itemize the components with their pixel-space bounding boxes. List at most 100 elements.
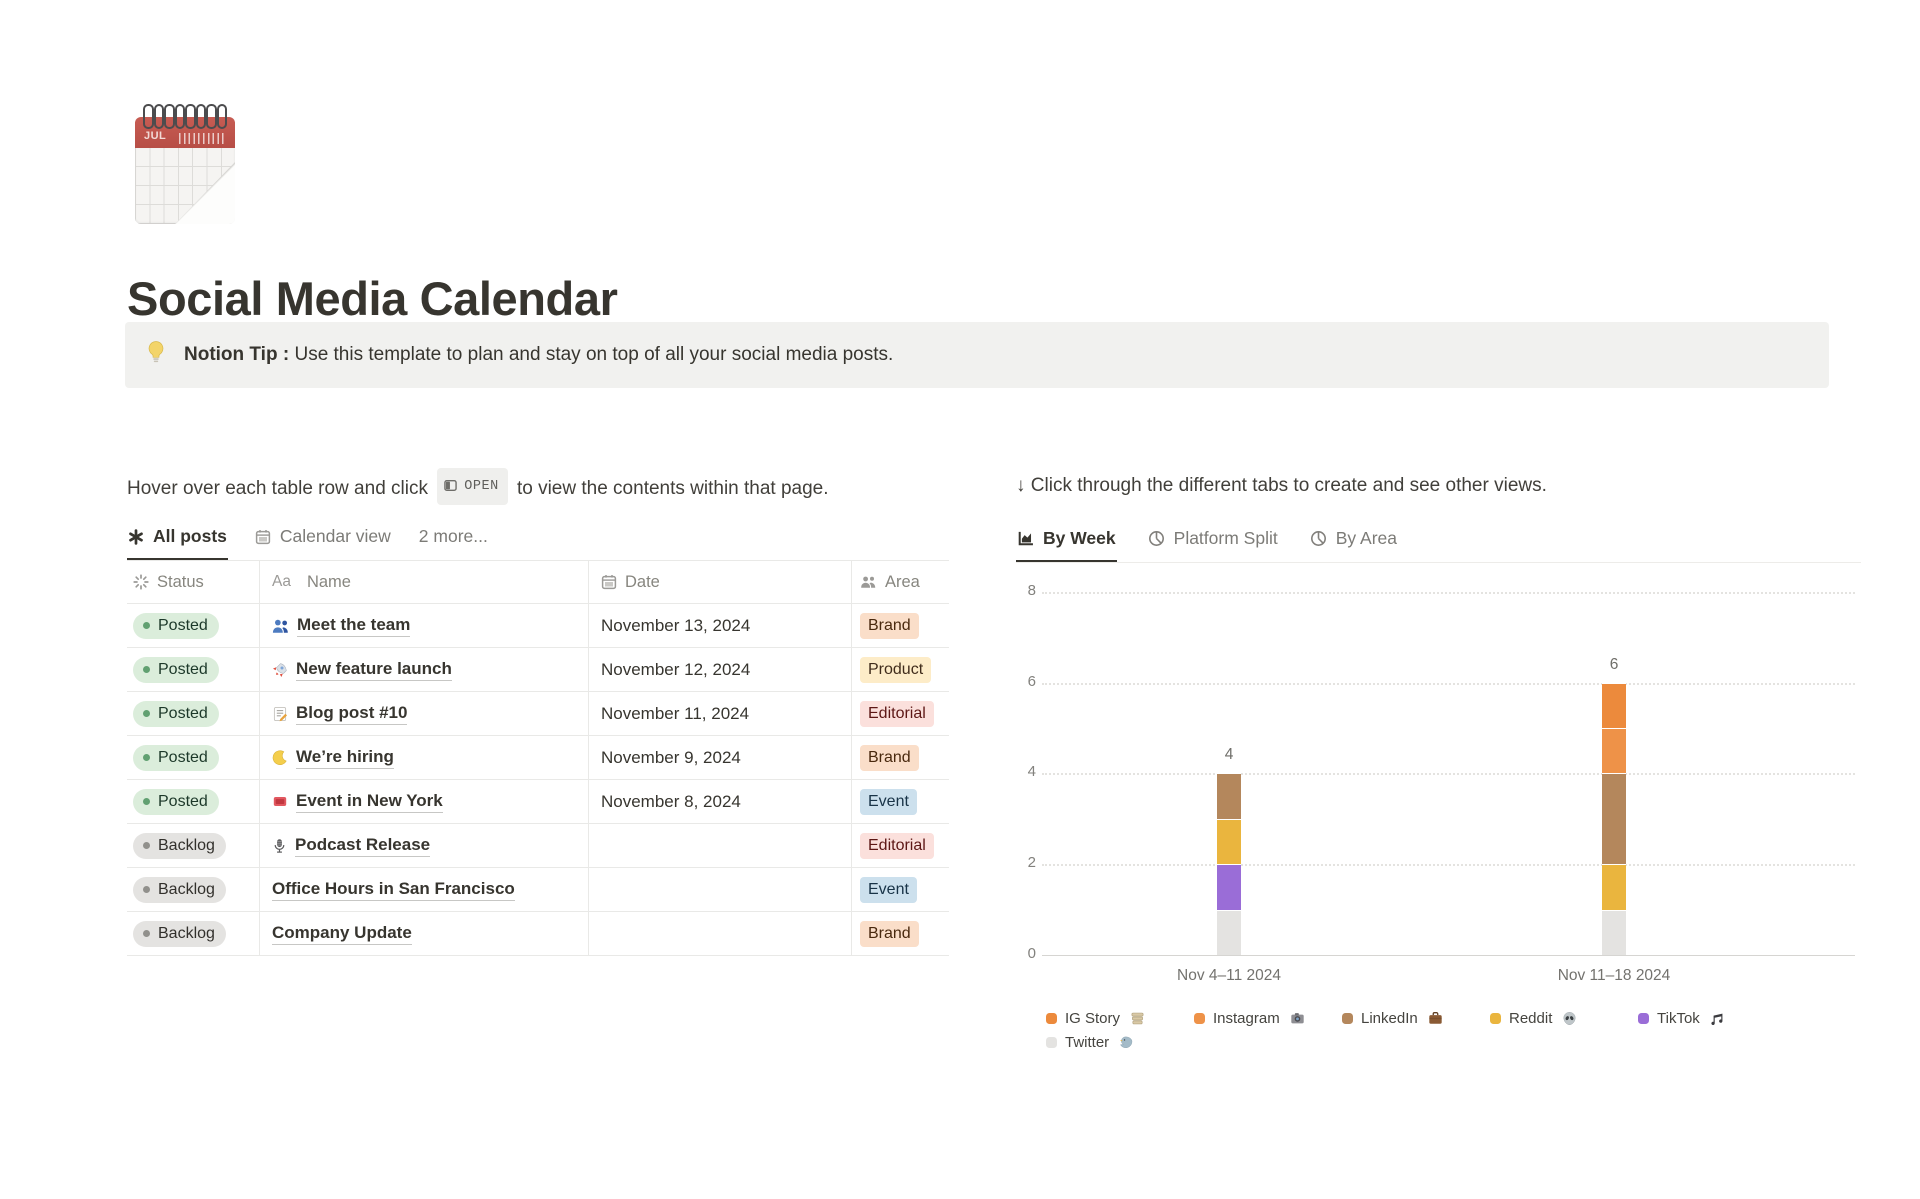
- date-cell[interactable]: [588, 824, 851, 867]
- status-cell[interactable]: Backlog: [127, 912, 259, 955]
- status-cell[interactable]: Posted: [127, 604, 259, 647]
- tab-by-week[interactable]: By Week: [1016, 522, 1117, 562]
- area-cell[interactable]: Editorial: [851, 824, 949, 867]
- tab-calendar-view[interactable]: Calendar view: [254, 520, 392, 560]
- page-link[interactable]: Company Update: [272, 923, 412, 945]
- table-row[interactable]: Posted Event in New York November 8, 2024 E…: [127, 780, 949, 824]
- page-link[interactable]: We’re hiring: [272, 747, 394, 769]
- page-link[interactable]: Office Hours in San Francisco: [272, 879, 515, 901]
- page-title: Social Media Calendar: [127, 272, 618, 326]
- page-title-text: Blog post #10: [296, 703, 408, 725]
- calendar-icon: [601, 574, 617, 590]
- name-cell[interactable]: Meet the team: [259, 604, 588, 647]
- table-row[interactable]: Backlog Company Update Brand: [127, 912, 949, 956]
- right-instruction: ↓ Click through the different tabs to cr…: [1016, 475, 1547, 496]
- calendar-icon-ticks: [179, 133, 227, 144]
- y-tick-label: 6: [1027, 672, 1036, 690]
- area-tag: Event: [860, 876, 917, 903]
- bar-total-label: 4: [1224, 746, 1234, 764]
- tab-all-posts[interactable]: All posts: [127, 520, 228, 560]
- page-title-text: Company Update: [272, 923, 412, 945]
- date-cell[interactable]: November 13, 2024: [588, 604, 851, 647]
- name-cell[interactable]: Office Hours in San Francisco: [259, 868, 588, 911]
- gridline: [1042, 682, 1855, 685]
- name-cell[interactable]: Blog post #10: [259, 692, 588, 735]
- legend-item[interactable]: IG Story: [1046, 1010, 1194, 1027]
- legend-swatch: [1490, 1013, 1501, 1024]
- bar-segment: [1217, 909, 1241, 955]
- date-cell[interactable]: November 11, 2024: [588, 692, 851, 735]
- date-cell[interactable]: November 9, 2024: [588, 736, 851, 779]
- column-header-status[interactable]: Status: [127, 561, 259, 603]
- area-cell[interactable]: Editorial: [851, 692, 949, 735]
- area-cell[interactable]: Event: [851, 868, 949, 911]
- pie-chart-icon: [1310, 530, 1327, 547]
- people-icon: [860, 574, 877, 590]
- legend-item[interactable]: LinkedIn: [1342, 1010, 1490, 1027]
- status-cell[interactable]: Posted: [127, 736, 259, 779]
- legend-item[interactable]: Twitter: [1046, 1034, 1194, 1051]
- status-label: Backlog: [158, 880, 215, 898]
- area-cell[interactable]: Brand: [851, 604, 949, 647]
- page-link[interactable]: Podcast Release: [272, 835, 431, 857]
- status-cell[interactable]: Backlog: [127, 868, 259, 911]
- posts-table: Status Aa Name Date Area Posted Meet the …: [127, 560, 949, 956]
- gridline: [1042, 773, 1855, 776]
- status-cell[interactable]: Backlog: [127, 824, 259, 867]
- area-cell[interactable]: Brand: [851, 736, 949, 779]
- table-row[interactable]: Backlog Office Hours in San Francisco Even…: [127, 868, 949, 912]
- area-cell[interactable]: Brand: [851, 912, 949, 955]
- legend-item[interactable]: Instagram: [1194, 1010, 1342, 1027]
- column-header-area[interactable]: Area: [851, 561, 949, 603]
- table-row[interactable]: Posted Blog post #10 November 11, 2024 Edit…: [127, 692, 949, 736]
- legend-swatch: [1194, 1013, 1205, 1024]
- bar-segment: [1602, 728, 1626, 774]
- page-icon-spiral-calendar[interactable]: JUL: [135, 104, 235, 224]
- name-cell[interactable]: Event in New York: [259, 780, 588, 823]
- calendar-icon: [255, 529, 271, 545]
- tab-by-area[interactable]: By Area: [1309, 522, 1398, 562]
- name-cell[interactable]: We’re hiring: [259, 736, 588, 779]
- name-cell[interactable]: New feature launch: [259, 648, 588, 691]
- x-tick-label: Nov 11–18 2024: [1557, 967, 1671, 984]
- table-row[interactable]: Posted Meet the team November 13, 2024 Bran…: [127, 604, 949, 648]
- page-title-text: Meet the team: [297, 615, 411, 637]
- column-header-name[interactable]: Aa Name: [259, 561, 588, 603]
- date-cell[interactable]: November 8, 2024: [588, 780, 851, 823]
- status-cell[interactable]: Posted: [127, 780, 259, 823]
- table-row[interactable]: Posted We’re hiring November 9, 2024 Brand: [127, 736, 949, 780]
- tab-more-views[interactable]: 2 more...: [418, 526, 488, 546]
- page-link[interactable]: New feature launch: [272, 659, 452, 681]
- ticket-icon: [272, 794, 288, 809]
- name-cell[interactable]: Podcast Release: [259, 824, 588, 867]
- page-link[interactable]: Blog post #10: [272, 703, 408, 725]
- status-cell[interactable]: Posted: [127, 692, 259, 735]
- table-row[interactable]: Posted New feature launch November 12, 202…: [127, 648, 949, 692]
- status-label: Posted: [158, 616, 208, 634]
- bar-segment: [1602, 864, 1626, 910]
- area-cell[interactable]: Event: [851, 780, 949, 823]
- page-link[interactable]: Meet the team: [272, 615, 411, 637]
- table-row[interactable]: Backlog Podcast Release Editorial: [127, 824, 949, 868]
- area-tag: Brand: [860, 920, 919, 947]
- status-dot-icon: [143, 621, 150, 629]
- legend-label: IG Story: [1065, 1010, 1121, 1027]
- y-tick-label: 0: [1027, 945, 1036, 962]
- tab-platform-split[interactable]: Platform Split: [1147, 522, 1279, 562]
- status-cell[interactable]: Posted: [127, 648, 259, 691]
- open-button-badge: OPEN: [437, 468, 508, 505]
- stack-icon: [1130, 1011, 1145, 1026]
- y-tick-label: 4: [1027, 763, 1036, 781]
- date-cell[interactable]: [588, 912, 851, 955]
- status-badge: Posted: [133, 744, 219, 771]
- calendar-icon-body: [135, 148, 235, 224]
- name-cell[interactable]: Company Update: [259, 912, 588, 955]
- page-link[interactable]: Event in New York: [272, 791, 443, 813]
- area-cell[interactable]: Product: [851, 648, 949, 691]
- legend-item[interactable]: Reddit: [1490, 1010, 1638, 1027]
- legend-item[interactable]: TikTok: [1638, 1010, 1786, 1027]
- column-header-date[interactable]: Date: [588, 561, 851, 603]
- date-cell[interactable]: November 12, 2024: [588, 648, 851, 691]
- date-cell[interactable]: [588, 868, 851, 911]
- aa-icon: Aa: [272, 573, 291, 590]
